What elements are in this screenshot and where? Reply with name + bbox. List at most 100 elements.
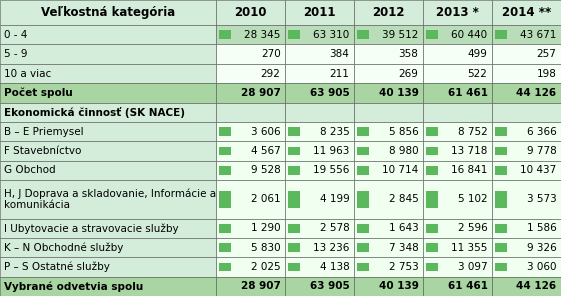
Bar <box>354 257 423 277</box>
Bar <box>219 147 231 155</box>
Bar <box>216 44 285 64</box>
Text: 269: 269 <box>399 68 419 78</box>
Bar <box>288 243 300 252</box>
Text: 4 567: 4 567 <box>251 146 280 156</box>
Bar <box>0 141 216 160</box>
Text: 7 348: 7 348 <box>389 243 419 252</box>
Text: 4 138: 4 138 <box>320 262 350 272</box>
Bar <box>492 44 561 64</box>
Bar <box>492 180 561 219</box>
Text: 63 905: 63 905 <box>310 281 350 291</box>
Text: 5 102: 5 102 <box>458 194 488 204</box>
Bar <box>219 166 231 175</box>
Bar <box>288 147 300 155</box>
Bar <box>354 180 423 219</box>
Text: 499: 499 <box>468 49 488 59</box>
Bar <box>285 0 354 25</box>
Bar <box>426 243 438 252</box>
Bar <box>288 127 300 136</box>
Bar <box>423 160 492 180</box>
Bar <box>492 25 561 44</box>
Bar <box>0 238 216 257</box>
Text: 6 366: 6 366 <box>527 127 557 136</box>
Text: 2011: 2011 <box>304 6 335 19</box>
Text: 11 963: 11 963 <box>313 146 350 156</box>
Bar <box>426 147 438 155</box>
Text: 198: 198 <box>537 68 557 78</box>
Text: 40 139: 40 139 <box>379 88 419 98</box>
Bar <box>288 224 300 233</box>
Text: 5 856: 5 856 <box>389 127 419 136</box>
Bar <box>0 64 216 83</box>
Text: 1 586: 1 586 <box>527 223 557 233</box>
Bar <box>216 25 285 44</box>
Bar <box>426 30 438 39</box>
Text: 2013 *: 2013 * <box>436 6 479 19</box>
Bar <box>492 257 561 277</box>
Bar <box>354 277 423 296</box>
Bar <box>423 102 492 122</box>
Bar <box>216 277 285 296</box>
Bar <box>354 122 423 141</box>
Text: 28 907: 28 907 <box>241 281 280 291</box>
Bar <box>423 44 492 64</box>
Bar <box>0 180 216 219</box>
Text: 2 025: 2 025 <box>251 262 280 272</box>
Bar <box>216 257 285 277</box>
Bar <box>0 122 216 141</box>
Bar <box>492 277 561 296</box>
Bar <box>285 277 354 296</box>
Bar <box>216 180 285 219</box>
Bar <box>354 141 423 160</box>
Bar <box>216 83 285 102</box>
Bar <box>219 224 231 233</box>
Text: 10 a viac: 10 a viac <box>4 68 52 78</box>
Bar <box>357 263 369 271</box>
Text: 13 236: 13 236 <box>313 243 350 252</box>
Text: 2 578: 2 578 <box>320 223 350 233</box>
Bar <box>354 238 423 257</box>
Bar <box>219 243 231 252</box>
Text: 61 461: 61 461 <box>448 281 488 291</box>
Text: 2 845: 2 845 <box>389 194 419 204</box>
Bar <box>495 147 507 155</box>
Bar <box>285 219 354 238</box>
Bar <box>492 102 561 122</box>
Bar <box>0 102 216 122</box>
Text: 1 643: 1 643 <box>389 223 419 233</box>
Bar <box>492 141 561 160</box>
Text: 211: 211 <box>330 68 350 78</box>
Text: 9 528: 9 528 <box>251 165 280 175</box>
Bar <box>288 166 300 175</box>
Text: 19 556: 19 556 <box>313 165 350 175</box>
Bar <box>354 44 423 64</box>
Bar <box>426 127 438 136</box>
Text: 61 461: 61 461 <box>448 88 488 98</box>
Text: Ekonomická činnosť (SK NACE): Ekonomická činnosť (SK NACE) <box>4 107 186 118</box>
Text: 8 752: 8 752 <box>458 127 488 136</box>
Bar <box>492 64 561 83</box>
Text: 5 830: 5 830 <box>251 243 280 252</box>
Bar <box>423 238 492 257</box>
Text: 9 778: 9 778 <box>527 146 557 156</box>
Text: 2 753: 2 753 <box>389 262 419 272</box>
Text: 1 290: 1 290 <box>251 223 280 233</box>
Text: 4 199: 4 199 <box>320 194 350 204</box>
Text: 28 907: 28 907 <box>241 88 280 98</box>
Bar <box>0 44 216 64</box>
Text: 39 512: 39 512 <box>382 30 419 40</box>
Bar <box>354 64 423 83</box>
Text: 13 718: 13 718 <box>451 146 488 156</box>
Bar <box>285 238 354 257</box>
Bar <box>426 263 438 271</box>
Bar <box>0 257 216 277</box>
Text: 44 126: 44 126 <box>516 88 557 98</box>
Bar <box>216 122 285 141</box>
Text: 63 310: 63 310 <box>313 30 350 40</box>
Bar <box>492 83 561 102</box>
Bar <box>285 180 354 219</box>
Text: 3 097: 3 097 <box>458 262 488 272</box>
Text: 292: 292 <box>261 68 280 78</box>
Text: Vybrané odvetvia spolu: Vybrané odvetvia spolu <box>4 281 144 292</box>
Bar <box>495 30 507 39</box>
